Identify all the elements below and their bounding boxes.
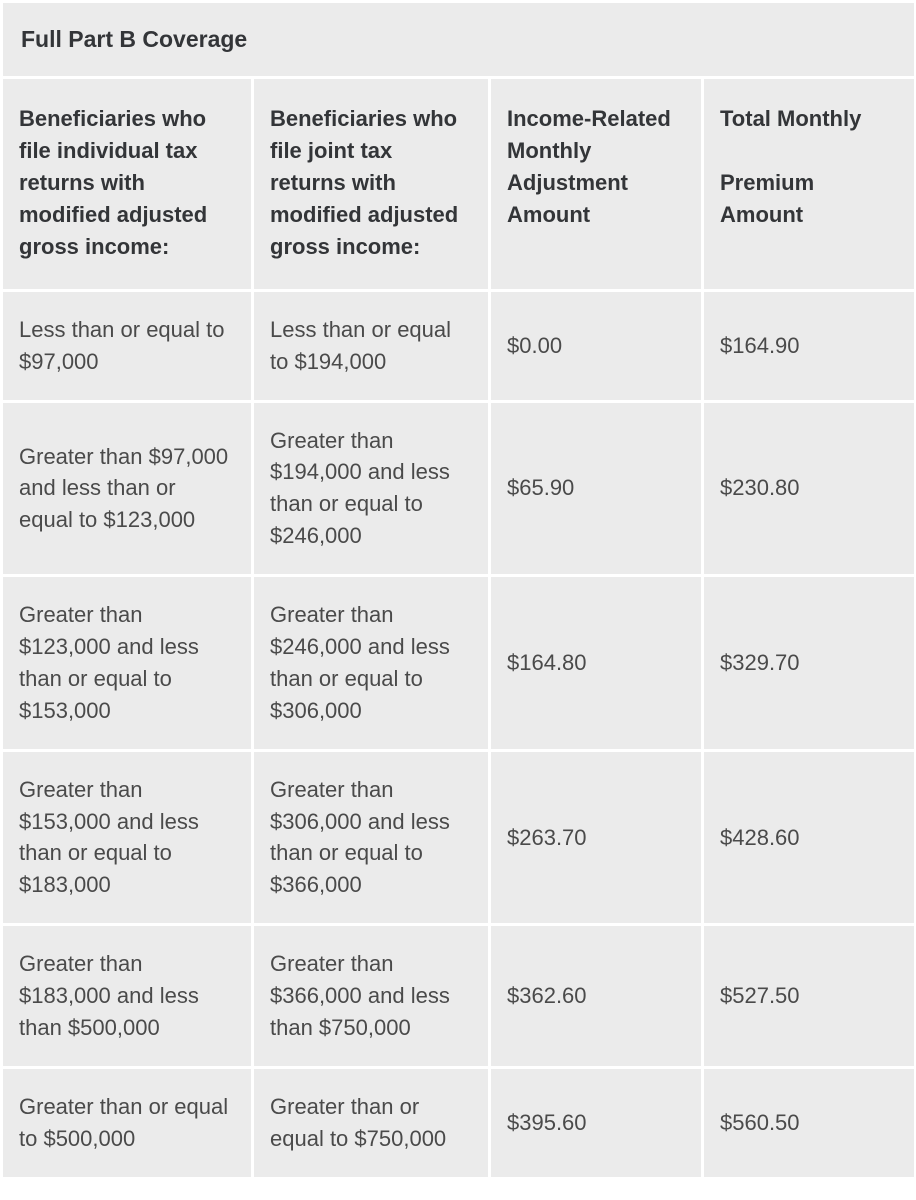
cell-total: $230.80 xyxy=(704,403,914,575)
column-header-individual: Beneficiaries who file individual tax re… xyxy=(3,79,251,288)
cell-total: $329.70 xyxy=(704,577,914,749)
table-title: Full Part B Coverage xyxy=(3,3,914,76)
table-row: Greater than $153,000 and less than or e… xyxy=(3,752,914,924)
cell-total: $164.90 xyxy=(704,292,914,400)
column-header-total: Total Monthly Premium Amount xyxy=(704,79,914,288)
cell-individual: Less than or equal to $97,000 xyxy=(3,292,251,400)
table-header-row: Beneficiaries who file individual tax re… xyxy=(3,79,914,288)
table-row: Greater than or equal to $500,000 Greate… xyxy=(3,1069,914,1177)
cell-joint: Less than or equal to $194,000 xyxy=(254,292,488,400)
table-row: Greater than $183,000 and less than $500… xyxy=(3,926,914,1066)
cell-joint: Greater than $246,000 and less than or e… xyxy=(254,577,488,749)
table-row: Less than or equal to $97,000 Less than … xyxy=(3,292,914,400)
column-header-irmaa: Income-Related Monthly Adjustment Amount xyxy=(491,79,701,288)
cell-total: $428.60 xyxy=(704,752,914,924)
coverage-table: Full Part B Coverage Beneficiaries who f… xyxy=(0,0,916,1180)
cell-irmaa: $0.00 xyxy=(491,292,701,400)
cell-individual: Greater than $153,000 and less than or e… xyxy=(3,752,251,924)
cell-total: $560.50 xyxy=(704,1069,914,1177)
table-title-row: Full Part B Coverage xyxy=(3,3,914,76)
cell-individual: Greater than or equal to $500,000 xyxy=(3,1069,251,1177)
cell-total: $527.50 xyxy=(704,926,914,1066)
cell-irmaa: $164.80 xyxy=(491,577,701,749)
table-row: Greater than $123,000 and less than or e… xyxy=(3,577,914,749)
cell-joint: Greater than or equal to $750,000 xyxy=(254,1069,488,1177)
table-row: Greater than $97,000 and less than or eq… xyxy=(3,403,914,575)
column-header-joint: Beneficiaries who file joint tax returns… xyxy=(254,79,488,288)
cell-irmaa: $263.70 xyxy=(491,752,701,924)
cell-joint: Greater than $306,000 and less than or e… xyxy=(254,752,488,924)
cell-joint: Greater than $194,000 and less than or e… xyxy=(254,403,488,575)
cell-irmaa: $362.60 xyxy=(491,926,701,1066)
cell-individual: Greater than $97,000 and less than or eq… xyxy=(3,403,251,575)
cell-individual: Greater than $123,000 and less than or e… xyxy=(3,577,251,749)
cell-joint: Greater than $366,000 and less than $750… xyxy=(254,926,488,1066)
cell-irmaa: $395.60 xyxy=(491,1069,701,1177)
cell-irmaa: $65.90 xyxy=(491,403,701,575)
cell-individual: Greater than $183,000 and less than $500… xyxy=(3,926,251,1066)
